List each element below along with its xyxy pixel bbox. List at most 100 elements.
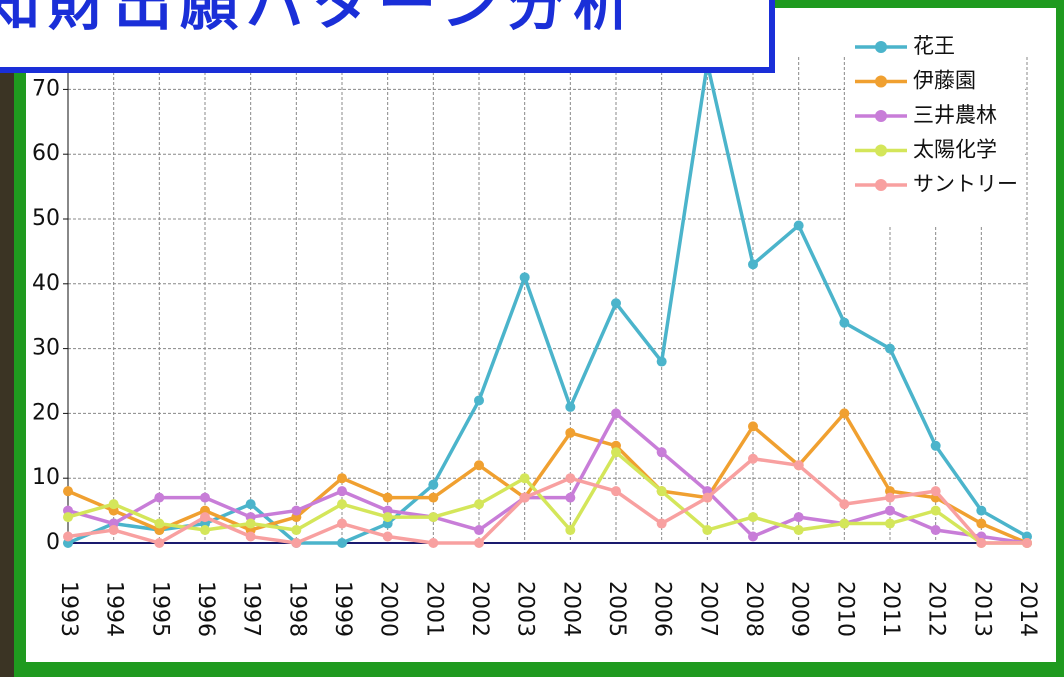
x-tick-label: 2003 (513, 581, 538, 637)
data-point (474, 499, 484, 509)
data-point (976, 506, 986, 516)
y-tick-label: 30 (32, 336, 60, 361)
x-tick-label: 1995 (147, 581, 172, 637)
x-tick-label: 1998 (284, 581, 309, 637)
data-point (931, 486, 941, 496)
data-point (383, 493, 393, 503)
legend-marker (875, 110, 887, 122)
data-point (976, 538, 986, 548)
data-point (246, 532, 256, 542)
chart: 0102030405060701993199419951996199719981… (0, 0, 1064, 677)
data-point (565, 493, 575, 503)
x-tick-label: 2001 (421, 581, 446, 637)
data-point (931, 506, 941, 516)
data-point (885, 344, 895, 354)
data-point (474, 460, 484, 470)
x-tick-label: 1994 (102, 581, 127, 637)
data-point (885, 506, 895, 516)
data-point (63, 532, 73, 542)
data-point (337, 538, 347, 548)
x-tick-label: 2006 (650, 581, 675, 637)
data-point (565, 402, 575, 412)
data-point (611, 298, 621, 308)
data-point (428, 493, 438, 503)
data-point (839, 519, 849, 529)
data-point (383, 532, 393, 542)
data-point (702, 493, 712, 503)
data-point (931, 441, 941, 451)
legend-label: 三井農林 (913, 103, 997, 127)
data-point (931, 525, 941, 535)
x-tick-label: 2000 (376, 581, 401, 637)
data-point (428, 480, 438, 490)
data-point (337, 519, 347, 529)
data-point (154, 493, 164, 503)
data-point (246, 519, 256, 529)
data-point (200, 525, 210, 535)
data-point (702, 525, 712, 535)
x-tick-label: 2009 (787, 581, 812, 637)
y-tick-label: 10 (32, 465, 60, 490)
data-point (611, 447, 621, 457)
data-point (565, 428, 575, 438)
data-point (657, 447, 667, 457)
page: {"chart_data":{"type":"line","title":"知財… (0, 0, 1064, 677)
data-point (748, 532, 758, 542)
data-point (839, 318, 849, 328)
data-point (1022, 538, 1032, 548)
x-tick-label: 2002 (467, 581, 492, 637)
data-point (748, 259, 758, 269)
legend-marker (875, 76, 887, 88)
y-tick-label: 50 (32, 206, 60, 231)
x-tick-label: 1997 (239, 581, 264, 637)
x-tick-label: 2008 (741, 581, 766, 637)
data-point (428, 538, 438, 548)
data-point (565, 473, 575, 483)
data-point (520, 493, 530, 503)
data-point (337, 499, 347, 509)
legend-label: 花王 (913, 34, 955, 58)
data-point (794, 512, 804, 522)
x-tick-label: 2011 (878, 581, 903, 637)
data-point (748, 454, 758, 464)
data-point (474, 538, 484, 548)
data-point (794, 220, 804, 230)
data-point (63, 486, 73, 496)
data-point (474, 525, 484, 535)
x-tick-label: 2013 (969, 581, 994, 637)
x-tick-label: 2007 (695, 581, 720, 637)
y-tick-label: 20 (32, 400, 60, 425)
data-point (63, 512, 73, 522)
x-tick-label: 2012 (924, 581, 949, 637)
data-point (565, 525, 575, 535)
data-point (657, 357, 667, 367)
legend-marker (875, 145, 887, 157)
data-point (246, 499, 256, 509)
data-point (109, 525, 119, 535)
x-tick-label: 1993 (56, 581, 81, 637)
data-point (520, 272, 530, 282)
data-point (520, 473, 530, 483)
data-point (794, 525, 804, 535)
x-tick-label: 2005 (604, 581, 629, 637)
x-tick-label: 1996 (193, 581, 218, 637)
data-point (657, 486, 667, 496)
chart-title: 知財出願パターン分析 (0, 0, 639, 38)
data-point (428, 512, 438, 522)
data-point (657, 519, 667, 529)
x-tick-label: 2004 (558, 581, 583, 637)
data-point (383, 512, 393, 522)
data-point (748, 512, 758, 522)
data-point (885, 519, 895, 529)
data-point (154, 519, 164, 529)
data-point (839, 408, 849, 418)
legend-marker (875, 179, 887, 191)
data-point (611, 486, 621, 496)
y-tick-label: 40 (32, 271, 60, 296)
data-point (109, 499, 119, 509)
legend-label: サントリー (913, 172, 1018, 196)
y-tick-label: 70 (32, 76, 60, 101)
data-point (976, 519, 986, 529)
y-tick-label: 0 (46, 530, 60, 555)
legend-label: 伊藤園 (913, 69, 976, 93)
